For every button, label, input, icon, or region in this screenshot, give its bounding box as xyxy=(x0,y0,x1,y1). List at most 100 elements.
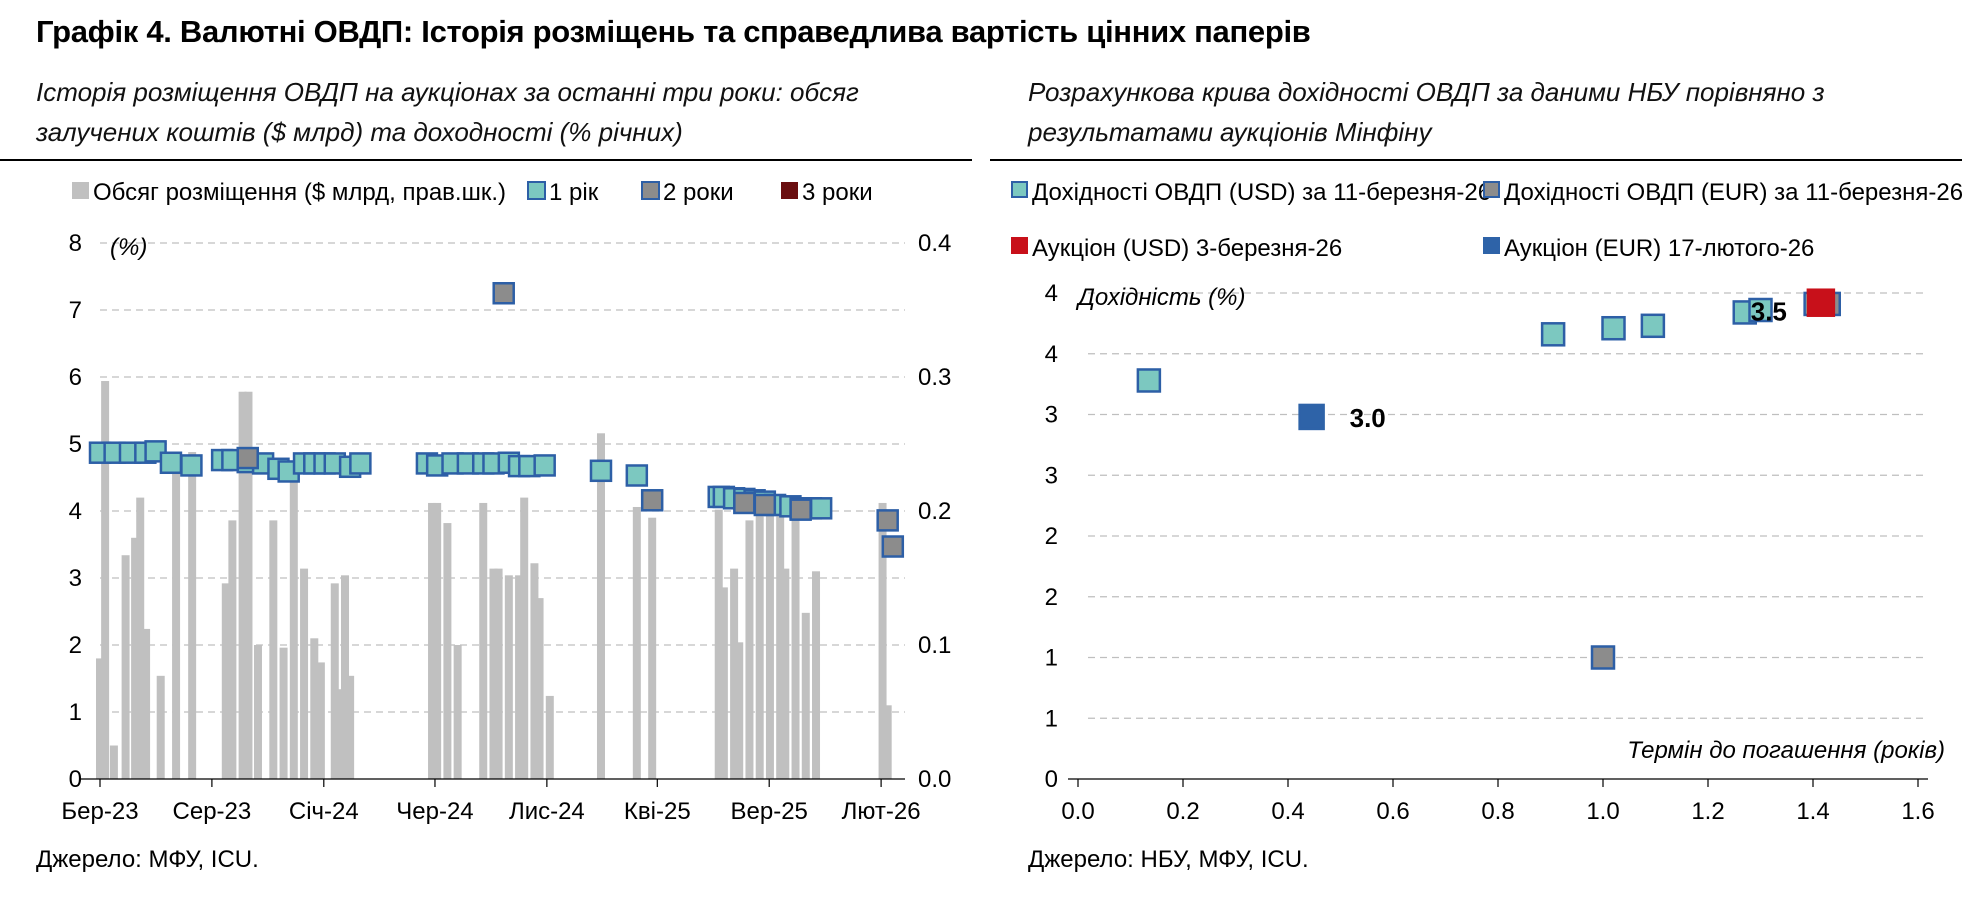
right-y-tick-label: 0.2 xyxy=(918,498,951,525)
left-y-tick-label: 2 xyxy=(69,632,82,659)
right-y-tick-label: 0.1 xyxy=(918,632,951,659)
right-legend-label: Дохідності ОВДП (USD) за 11-березня-26 xyxy=(1032,179,1491,206)
right-chart-subtitle: Розрахункова крива дохідності ОВДП за да… xyxy=(1028,77,1825,147)
right-y-tick-label: 0.0 xyxy=(918,766,951,793)
volume-bar xyxy=(433,502,442,779)
yield-marker xyxy=(589,459,613,483)
right-y-tick-label: 4 xyxy=(1045,280,1058,307)
right-y-tick-label: 3 xyxy=(1045,462,1058,489)
volume-bar xyxy=(801,612,810,779)
right-x-tick-label: 0.0 xyxy=(1061,798,1094,825)
volume-bar xyxy=(504,575,513,779)
left-x-tick-label: Сер-23 xyxy=(173,798,252,825)
right-y-tick-label: 3 xyxy=(1045,402,1058,429)
left-x-tick-label: Січ-24 xyxy=(289,798,359,825)
left-x-tick-label: Кві-25 xyxy=(624,798,691,825)
volume-bar xyxy=(310,638,319,779)
left-legend-label: 2 роки xyxy=(663,179,734,206)
chart-title: Графік 4. Валютні ОВДП: Історія розміщен… xyxy=(36,14,1311,49)
curve-marker xyxy=(1748,297,1773,323)
yield-marker xyxy=(733,491,756,515)
volume-bar xyxy=(221,583,230,779)
volume-bar xyxy=(330,583,339,779)
right-x-tick-label: 0.4 xyxy=(1271,798,1304,825)
volume-bar xyxy=(545,695,554,779)
right-legend-label: Дохідності ОВДП (EUR) за 11-березня-26 xyxy=(1504,179,1962,206)
volume-bar xyxy=(791,497,800,779)
right-y-tick-label: 2 xyxy=(1045,584,1058,611)
right-x-tick-label: 1.0 xyxy=(1586,798,1619,825)
volume-bar xyxy=(443,523,452,779)
volume-bar xyxy=(188,452,197,779)
curve-marker xyxy=(1540,322,1566,347)
left-y-tick-label: 6 xyxy=(69,364,82,391)
left-y-tick-label: 5 xyxy=(69,431,82,458)
volume-bar xyxy=(316,662,325,779)
yield-marker xyxy=(881,535,905,558)
yield-marker xyxy=(753,493,777,517)
volume-bar xyxy=(289,461,298,779)
volume-bar xyxy=(765,498,774,779)
volume-bar xyxy=(878,502,887,779)
volume-bar xyxy=(131,537,140,779)
right-y-tick-label: 2 xyxy=(1045,523,1058,550)
volume-bar xyxy=(479,502,488,779)
left-y-tick-label: 3 xyxy=(69,565,82,592)
volume-bar xyxy=(719,587,728,779)
right-y-tick-label: 0.3 xyxy=(918,364,951,391)
right-x-tick-label: 1.6 xyxy=(1901,798,1934,825)
curve-marker xyxy=(1640,313,1666,339)
right-x-tick-label: 1.4 xyxy=(1796,798,1829,825)
volume-bar xyxy=(238,391,247,779)
yield-marker xyxy=(625,464,649,487)
volume-bar xyxy=(341,575,350,779)
volume-bar xyxy=(489,568,498,779)
left-legend-swatch xyxy=(781,182,798,199)
right-y-tick-label: 0 xyxy=(1045,766,1058,793)
left-legend-label: 3 роки xyxy=(802,179,873,206)
volume-bar xyxy=(648,517,657,779)
yield-marker xyxy=(492,282,515,305)
volume-bar xyxy=(136,497,145,779)
right-legend-label: Аукціон (USD) 3-березня-26 xyxy=(1032,235,1342,262)
volume-bar xyxy=(745,520,754,779)
volume-bar xyxy=(109,745,118,779)
right-y-tick-label: 0.4 xyxy=(918,230,951,257)
left-legend-swatch xyxy=(641,181,660,200)
left-legend-label: 1 рік xyxy=(549,179,599,206)
yield-marker xyxy=(349,452,372,475)
left-legend-label: Обсяг розміщення ($ млрд, прав.шк.) xyxy=(93,179,506,206)
data-label-eur-auction: 3.0 xyxy=(1350,403,1386,433)
volume-bar xyxy=(730,568,739,779)
left-y-tick-label: 1 xyxy=(69,699,82,726)
volume-bar xyxy=(279,647,288,779)
volume-bar xyxy=(714,509,723,779)
volume-bar xyxy=(335,689,344,779)
volume-bar xyxy=(244,391,253,779)
volume-bar xyxy=(346,675,355,779)
right-y-tick-label: 4 xyxy=(1045,341,1058,368)
curve-marker xyxy=(1806,288,1836,317)
volume-bar xyxy=(156,675,165,779)
volume-bar xyxy=(632,506,641,779)
left-x-tick-label: Лют-26 xyxy=(842,798,921,825)
volume-bar xyxy=(755,504,764,779)
yield-marker xyxy=(640,489,664,512)
volume-bar xyxy=(515,575,524,779)
volume-bar xyxy=(142,628,151,779)
left-x-tick-label: Лис-24 xyxy=(509,798,585,825)
volume-bar xyxy=(735,642,744,779)
right-source-note: Джерело: НБУ, МФУ, ICU. xyxy=(1028,846,1309,873)
right-y-tick-label: 1 xyxy=(1045,705,1058,732)
volume-bar xyxy=(535,598,544,779)
left-source-note: Джерело: МФУ, ICU. xyxy=(36,846,259,873)
volume-bar xyxy=(494,568,503,779)
volume-bar xyxy=(253,645,262,779)
left-y-axis-label: (%) xyxy=(110,234,147,261)
volume-bar xyxy=(781,568,790,779)
right-x-tick-label: 0.6 xyxy=(1376,798,1409,825)
volume-bar xyxy=(596,433,605,779)
left-x-tick-label: Чер-24 xyxy=(396,798,473,825)
volume-bar xyxy=(121,555,130,779)
right-y-axis-label: Дохідність (%) xyxy=(1075,284,1245,311)
